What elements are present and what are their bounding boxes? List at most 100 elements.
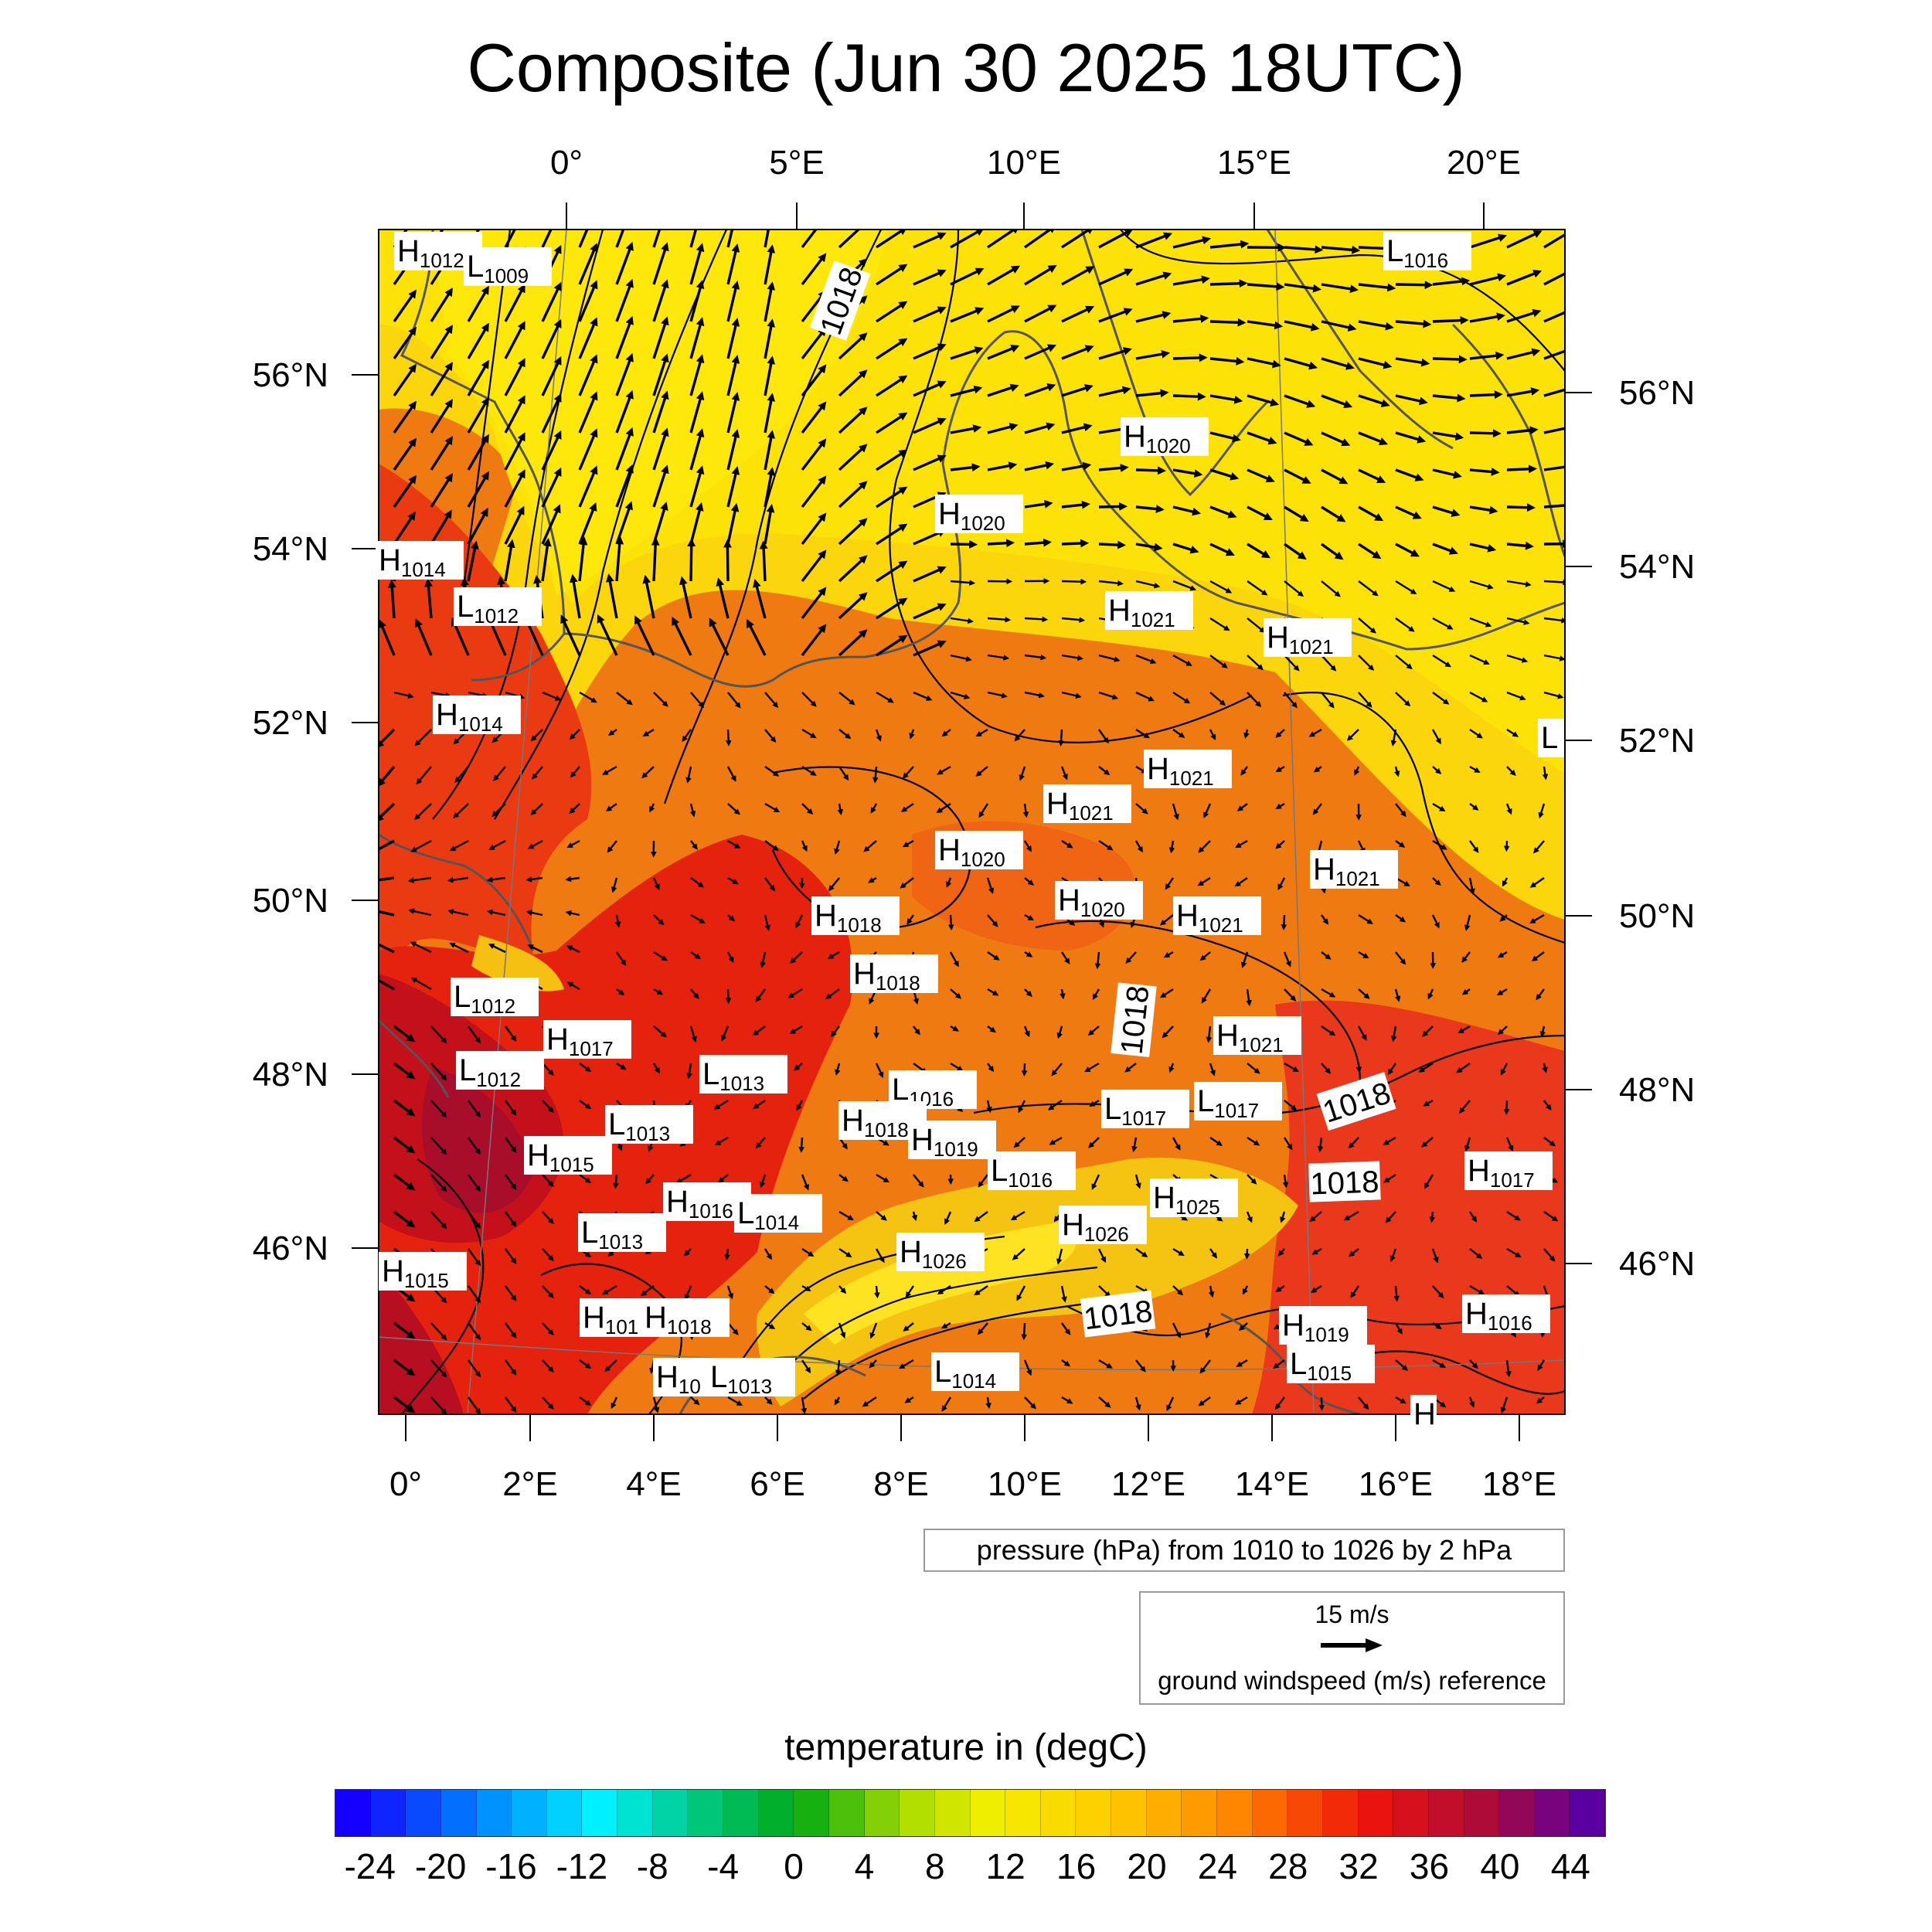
wind-vector bbox=[903, 1322, 914, 1332]
wind-vector bbox=[1209, 279, 1248, 288]
wind-vector bbox=[430, 436, 453, 471]
wind-vector bbox=[675, 1173, 692, 1184]
wind-vector bbox=[1321, 692, 1335, 709]
wind-vector bbox=[913, 603, 947, 620]
wind-vector bbox=[1343, 1210, 1359, 1221]
wind-vector bbox=[1162, 1026, 1174, 1039]
high-pressure-label: H1015 bbox=[524, 1136, 612, 1176]
wind-vector bbox=[987, 914, 998, 927]
colorbar-segment bbox=[1499, 1790, 1535, 1836]
wind-vector bbox=[1056, 1026, 1063, 1039]
wind-vector bbox=[936, 802, 951, 814]
wind-vector bbox=[1395, 914, 1406, 923]
wind-vector bbox=[764, 802, 781, 813]
wind-vector bbox=[838, 332, 868, 360]
wind-vector bbox=[393, 326, 417, 359]
wind-vector bbox=[1536, 1396, 1545, 1404]
high-pressure-label: H1021 bbox=[1144, 750, 1232, 790]
wind-vector bbox=[1098, 766, 1111, 776]
wind-vector bbox=[1506, 230, 1543, 249]
wind-vector bbox=[876, 597, 908, 620]
wind-vector bbox=[726, 243, 740, 285]
wind-vector bbox=[1394, 1322, 1403, 1335]
wind-vector bbox=[641, 766, 655, 779]
wind-vector bbox=[1321, 283, 1359, 294]
wind-vector bbox=[950, 463, 981, 472]
low-pressure-label: L1017 bbox=[1194, 1082, 1282, 1122]
wind-vector bbox=[1135, 803, 1148, 815]
lon-label: 12°E bbox=[1111, 1465, 1185, 1503]
wind-vector bbox=[579, 1359, 592, 1369]
wind-vector bbox=[1060, 1285, 1067, 1303]
wind-vector bbox=[1135, 654, 1157, 665]
high-pressure-label: H1021 bbox=[1173, 896, 1261, 937]
wind-vector bbox=[721, 1026, 730, 1042]
wind-vector bbox=[870, 803, 878, 814]
wind-vector bbox=[913, 691, 933, 701]
wind-vector bbox=[1468, 1396, 1475, 1408]
colorbar-segment bbox=[1005, 1790, 1041, 1836]
wind-vector bbox=[449, 839, 469, 852]
wind-vector bbox=[615, 536, 624, 582]
wind-vector bbox=[764, 1248, 772, 1260]
lon-label: 8°E bbox=[873, 1465, 928, 1503]
wind-vector bbox=[1022, 803, 1029, 818]
wind-vector bbox=[1358, 580, 1379, 597]
wind-vector bbox=[717, 1174, 729, 1183]
wind-vector bbox=[801, 765, 817, 776]
wind-vector bbox=[430, 1063, 447, 1081]
wind-vector bbox=[1358, 951, 1369, 959]
wind-vector bbox=[1321, 320, 1357, 332]
wind-vector bbox=[690, 951, 702, 960]
wind-vector bbox=[615, 230, 625, 248]
wind-vector bbox=[379, 940, 395, 954]
wind-vector bbox=[1014, 729, 1026, 742]
wind-vector bbox=[579, 1174, 592, 1184]
wind-vector bbox=[876, 1211, 887, 1221]
colorbar-segment bbox=[1146, 1790, 1182, 1836]
wind-vector bbox=[1506, 728, 1519, 737]
wind-vector bbox=[393, 1210, 416, 1228]
svg-text:H1020: H1020 bbox=[938, 497, 1005, 535]
wind-vector bbox=[875, 1063, 884, 1078]
wind-vector bbox=[505, 1026, 517, 1042]
wind-vector bbox=[1091, 1174, 1100, 1190]
wind-vector bbox=[1098, 729, 1109, 744]
wind-vector bbox=[1098, 1396, 1111, 1408]
wind-vector bbox=[949, 951, 959, 968]
wind-vector bbox=[876, 230, 908, 249]
wind-vector bbox=[1125, 951, 1137, 964]
wind-vector bbox=[393, 1359, 416, 1376]
low-pressure-label: L bbox=[1538, 719, 1564, 757]
wind-vector bbox=[1317, 1137, 1324, 1153]
wind-vector bbox=[541, 281, 562, 322]
svg-text:H101: H101 bbox=[583, 1301, 638, 1338]
wind-vector bbox=[1172, 505, 1201, 516]
wind-vector bbox=[876, 412, 908, 434]
wind-vector bbox=[1094, 951, 1101, 970]
wind-vector bbox=[764, 355, 776, 396]
low-pressure-label: L1017 bbox=[1101, 1090, 1189, 1130]
wind-vector bbox=[1506, 691, 1526, 701]
wind-vector bbox=[1358, 913, 1373, 924]
wind-vector bbox=[1393, 766, 1400, 777]
wind-vector bbox=[726, 355, 740, 396]
wind-vector bbox=[1019, 766, 1026, 781]
wind-vector bbox=[838, 629, 868, 657]
wind-vector bbox=[764, 230, 770, 248]
wind-vector bbox=[900, 803, 914, 812]
wind-vector bbox=[1358, 543, 1382, 560]
wind-vector bbox=[950, 580, 976, 586]
wind-vector bbox=[379, 876, 395, 882]
wind-vector bbox=[1310, 1284, 1322, 1293]
wind-vector bbox=[726, 766, 736, 782]
wind-vector bbox=[1432, 505, 1461, 517]
wind-vector bbox=[1543, 388, 1565, 397]
wind-vector bbox=[1135, 505, 1165, 513]
wind-vector bbox=[1098, 230, 1134, 249]
svg-text:L1012: L1012 bbox=[454, 980, 515, 1018]
wind-vector bbox=[1432, 839, 1447, 850]
colorbar-segment bbox=[758, 1790, 794, 1836]
wind-vector bbox=[875, 1248, 885, 1264]
wind-vector bbox=[653, 951, 668, 961]
